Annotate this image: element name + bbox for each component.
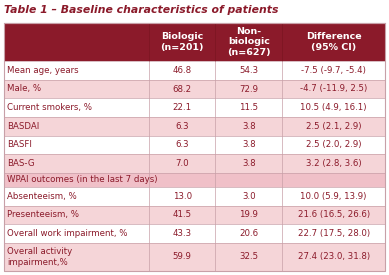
Text: 59.9: 59.9 bbox=[173, 252, 191, 262]
Text: Current smokers, %: Current smokers, % bbox=[7, 103, 92, 112]
Text: Absenteeism, %: Absenteeism, % bbox=[7, 192, 77, 201]
Text: 22.7 (17.5, 28.0): 22.7 (17.5, 28.0) bbox=[298, 229, 370, 238]
Text: BASDAI: BASDAI bbox=[7, 122, 39, 131]
Text: 2.5 (2.1, 2.9): 2.5 (2.1, 2.9) bbox=[306, 122, 361, 131]
Text: 72.9: 72.9 bbox=[239, 84, 258, 94]
Bar bbox=[4, 80, 385, 98]
Text: 2.5 (2.0, 2.9): 2.5 (2.0, 2.9) bbox=[306, 141, 361, 150]
Text: 43.3: 43.3 bbox=[173, 229, 192, 238]
Bar bbox=[4, 243, 385, 271]
Text: 20.6: 20.6 bbox=[239, 229, 258, 238]
Bar bbox=[4, 187, 385, 206]
Text: Presenteeism, %: Presenteeism, % bbox=[7, 210, 79, 219]
Text: Table 1 – Baseline characteristics of patients: Table 1 – Baseline characteristics of pa… bbox=[4, 5, 279, 15]
Text: Difference
(95% CI): Difference (95% CI) bbox=[306, 32, 361, 52]
Bar bbox=[4, 224, 385, 243]
Text: BASFI: BASFI bbox=[7, 141, 32, 150]
Bar bbox=[4, 136, 385, 154]
Text: 22.1: 22.1 bbox=[173, 103, 192, 112]
Bar bbox=[4, 98, 385, 117]
Text: Biologic
(n=201): Biologic (n=201) bbox=[160, 32, 204, 52]
Text: Overall activity
impairment,%: Overall activity impairment,% bbox=[7, 247, 72, 267]
Text: 32.5: 32.5 bbox=[239, 252, 258, 262]
Text: 7.0: 7.0 bbox=[175, 159, 189, 168]
Text: 3.8: 3.8 bbox=[242, 141, 256, 150]
Bar bbox=[4, 23, 385, 61]
Bar bbox=[4, 117, 385, 136]
Bar bbox=[4, 154, 385, 173]
Text: Mean age, years: Mean age, years bbox=[7, 66, 79, 75]
Text: 41.5: 41.5 bbox=[173, 210, 192, 219]
Text: BAS-G: BAS-G bbox=[7, 159, 35, 168]
Text: 3.8: 3.8 bbox=[242, 159, 256, 168]
Text: 10.5 (4.9, 16.1): 10.5 (4.9, 16.1) bbox=[300, 103, 367, 112]
Text: -4.7 (-11.9, 2.5): -4.7 (-11.9, 2.5) bbox=[300, 84, 367, 94]
Text: 27.4 (23.0, 31.8): 27.4 (23.0, 31.8) bbox=[298, 252, 370, 262]
Text: 54.3: 54.3 bbox=[239, 66, 258, 75]
Text: Non-
biologic
(n=627): Non- biologic (n=627) bbox=[227, 27, 271, 57]
Text: 10.0 (5.9, 13.9): 10.0 (5.9, 13.9) bbox=[300, 192, 367, 201]
Text: WPAI outcomes (in the last 7 days): WPAI outcomes (in the last 7 days) bbox=[7, 175, 158, 185]
Text: 21.6 (16.5, 26.6): 21.6 (16.5, 26.6) bbox=[298, 210, 370, 219]
Bar bbox=[4, 61, 385, 80]
Text: 19.9: 19.9 bbox=[239, 210, 258, 219]
Text: Overall work impairment, %: Overall work impairment, % bbox=[7, 229, 128, 238]
Bar bbox=[4, 173, 385, 187]
Text: 3.0: 3.0 bbox=[242, 192, 256, 201]
Text: -7.5 (-9.7, -5.4): -7.5 (-9.7, -5.4) bbox=[301, 66, 366, 75]
Text: 46.8: 46.8 bbox=[173, 66, 192, 75]
Text: Male, %: Male, % bbox=[7, 84, 41, 94]
Text: 13.0: 13.0 bbox=[173, 192, 192, 201]
Bar bbox=[4, 206, 385, 224]
Text: 3.2 (2.8, 3.6): 3.2 (2.8, 3.6) bbox=[306, 159, 361, 168]
Text: 6.3: 6.3 bbox=[175, 122, 189, 131]
Text: 11.5: 11.5 bbox=[239, 103, 258, 112]
Text: 6.3: 6.3 bbox=[175, 141, 189, 150]
Text: 68.2: 68.2 bbox=[173, 84, 192, 94]
Text: 3.8: 3.8 bbox=[242, 122, 256, 131]
